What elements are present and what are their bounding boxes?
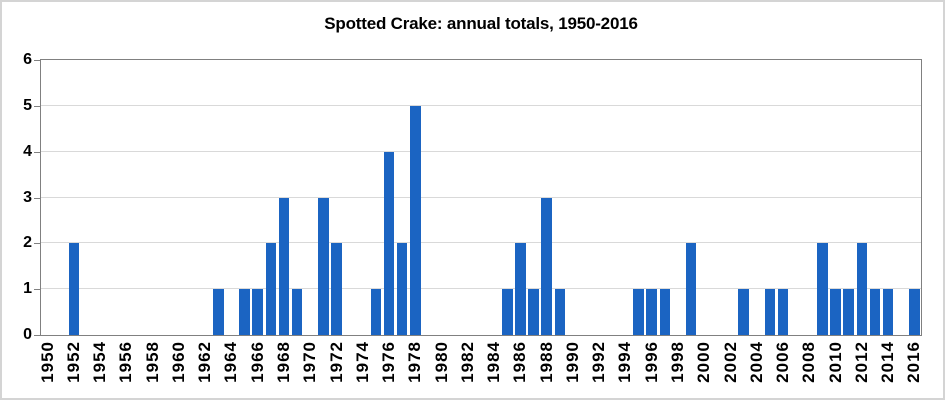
x-tick-label-1972: 1972	[326, 341, 346, 383]
bar-2003	[738, 289, 749, 335]
bar-2006	[777, 289, 789, 335]
x-tick-label-1954: 1954	[90, 341, 110, 383]
x-tick-label-1958: 1958	[142, 341, 162, 383]
bar-1987	[528, 289, 539, 335]
bar-2009	[817, 243, 828, 335]
x-tick-label-1994: 1994	[615, 341, 635, 383]
x-tick-label-1952: 1952	[63, 341, 83, 383]
x-tick-label-1980: 1980	[431, 341, 451, 383]
bar-2005	[764, 289, 776, 335]
bar-1997	[659, 289, 671, 335]
bar-1952	[68, 243, 80, 335]
bar-2010	[830, 289, 841, 335]
x-tick-label-2012: 2012	[851, 341, 871, 383]
y-tick-label-2: 2	[23, 234, 32, 252]
bar-2013	[869, 289, 881, 335]
x-tick-label-1966: 1966	[247, 341, 267, 383]
bar-2016	[909, 289, 920, 335]
y-tick-label-5: 5	[23, 96, 32, 114]
bar-1971	[318, 197, 329, 335]
x-tick-label-1998: 1998	[668, 341, 687, 383]
bar-2011	[843, 289, 855, 335]
x-tick-label-1964: 1964	[221, 341, 241, 383]
x-tick-label-2016: 2016	[904, 341, 924, 383]
gridline-y5	[41, 104, 921, 106]
bar-1975	[370, 289, 382, 335]
bar-1996	[646, 289, 658, 335]
gridline-y4	[41, 150, 921, 152]
x-tick-label-1950: 1950	[37, 341, 57, 383]
x-tick-label-1978: 1978	[405, 341, 425, 383]
bar-2012	[856, 243, 868, 335]
x-tick-label-1960: 1960	[168, 341, 188, 383]
bar-1967	[265, 243, 277, 335]
bar-1969	[291, 289, 303, 335]
gridline-y2	[41, 242, 921, 244]
y-tick-label-4: 4	[23, 142, 32, 160]
x-tick-label-2004: 2004	[746, 341, 766, 383]
gridline-y1	[41, 288, 921, 290]
bar-1989	[554, 289, 566, 335]
y-tick-label-1: 1	[23, 280, 32, 298]
x-tick-label-2002: 2002	[720, 341, 740, 383]
x-tick-label-1956: 1956	[116, 341, 136, 383]
x-tick-label-1974: 1974	[352, 341, 372, 383]
x-tick-label-1968: 1968	[273, 341, 293, 383]
bar-1988	[541, 197, 552, 335]
bar-1986	[515, 243, 526, 335]
x-tick-label-1990: 1990	[562, 341, 582, 383]
bar-1972	[331, 243, 342, 335]
y-tick-label-0: 0	[23, 326, 32, 343]
bar-2014	[882, 289, 894, 335]
bar-1968	[278, 197, 290, 335]
x-tick-label-1962: 1962	[195, 341, 215, 383]
bar-1965	[239, 289, 250, 335]
x-tick-label-2008: 2008	[799, 341, 819, 383]
bar-1977	[396, 243, 408, 335]
gridline-y3	[41, 196, 921, 198]
x-tick-label-1992: 1992	[589, 341, 609, 383]
bar-1976	[383, 151, 395, 335]
bar-1999	[685, 243, 697, 335]
x-tick-label-2006: 2006	[773, 341, 793, 383]
x-tick-label-1982: 1982	[457, 341, 477, 383]
x-tick-label-2010: 2010	[825, 341, 845, 383]
bar-1995	[633, 289, 644, 335]
x-tick-label-1976: 1976	[379, 341, 399, 383]
x-tick-label-2014: 2014	[878, 341, 898, 383]
plot-area	[40, 59, 922, 336]
x-tick-label-2000: 2000	[694, 341, 714, 383]
x-tick-label-1988: 1988	[536, 341, 556, 383]
bar-1966	[252, 289, 263, 335]
x-tick-label-1986: 1986	[510, 341, 530, 383]
y-tick-label-6: 6	[23, 51, 32, 68]
y-tick-label-3: 3	[23, 188, 32, 206]
x-tick-label-1996: 1996	[641, 341, 661, 383]
bar-1963	[213, 289, 224, 335]
bar-1978	[410, 105, 421, 335]
chart-title: Spotted Crake: annual totals, 1950-2016	[324, 14, 638, 33]
x-tick-label-1970: 1970	[300, 341, 320, 383]
x-tick-label-1984: 1984	[484, 341, 504, 383]
bar-1985	[501, 289, 513, 335]
